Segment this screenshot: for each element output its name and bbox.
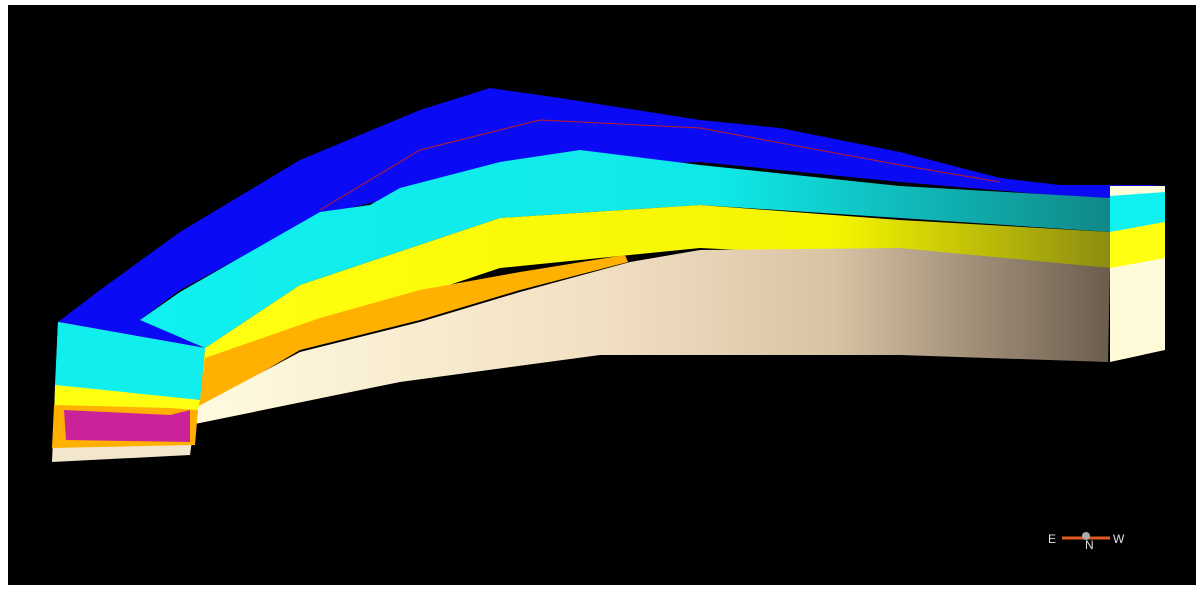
viewer: E N W bbox=[0, 0, 1204, 593]
page: E N W (() => { const data = JSON.parse(d… bbox=[0, 0, 1204, 593]
compass-north: N bbox=[1085, 538, 1094, 552]
compass-west: W bbox=[1113, 532, 1125, 546]
compass-east: E bbox=[1048, 532, 1056, 546]
left-face-magenta bbox=[64, 410, 190, 442]
